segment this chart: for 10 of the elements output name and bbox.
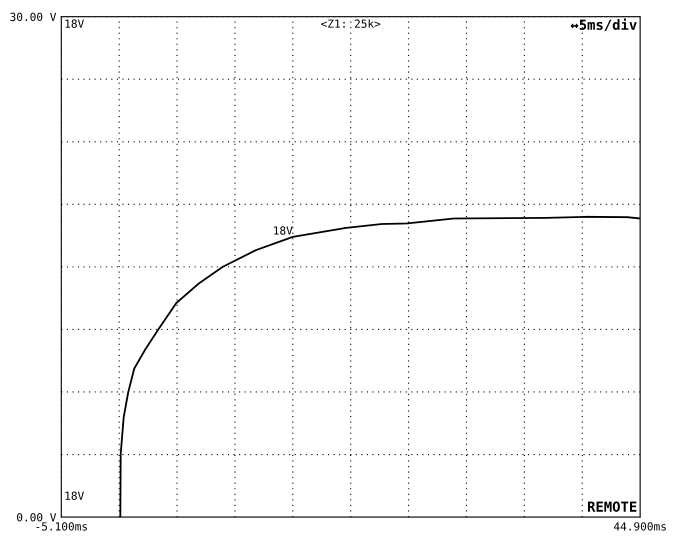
annotation: 18V [66, 492, 84, 500]
annotation: 18V [66, 19, 84, 28]
annotation: ↔5ms/div [570, 18, 637, 32]
y-tick-label: 30.00 V [10, 12, 56, 22]
x-tick-label: -5.100ms [36, 522, 87, 531]
series-label: 18V [274, 226, 293, 235]
annotation: <Z1: 25k> [321, 19, 380, 28]
annotation: REMOTE [588, 501, 636, 512]
y-tick-label: 0.00 V [17, 513, 56, 522]
x-tick-label: 44.900ms [614, 522, 666, 531]
